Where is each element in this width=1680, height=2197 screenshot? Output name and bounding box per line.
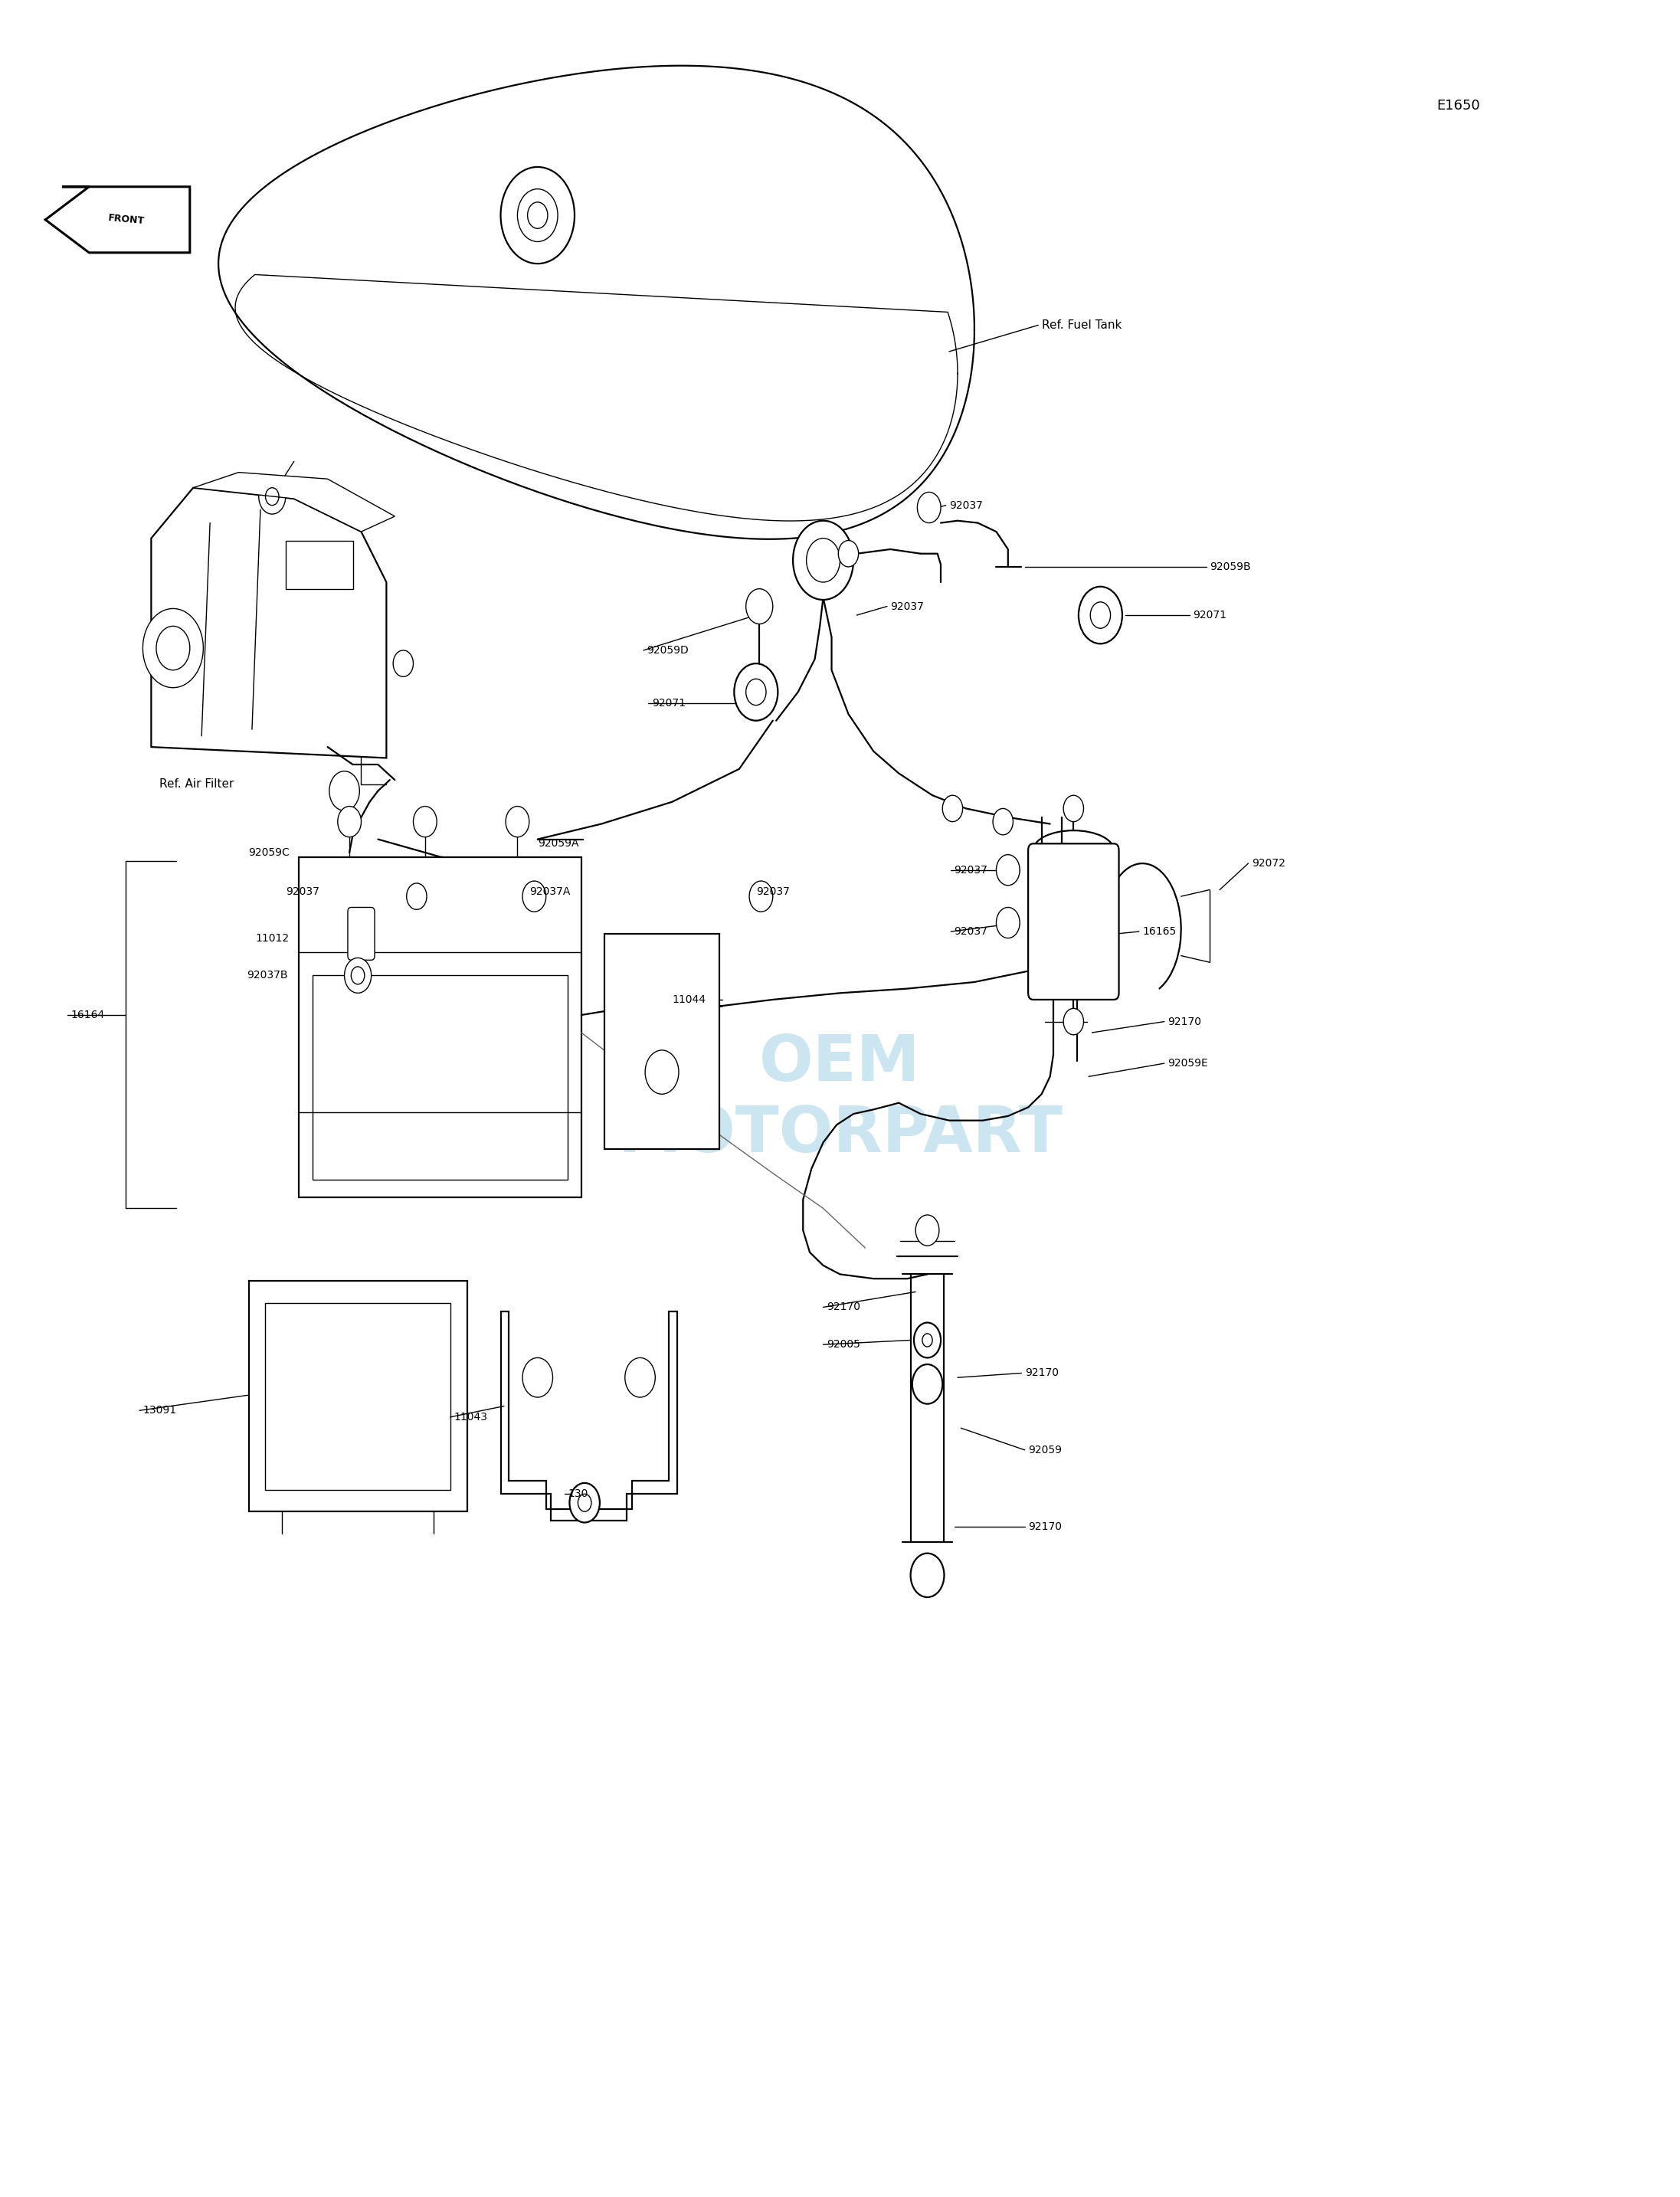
Circle shape — [506, 806, 529, 837]
Text: 130: 130 — [568, 1490, 588, 1498]
Text: 92037: 92037 — [954, 927, 988, 936]
Text: 92170: 92170 — [827, 1303, 860, 1312]
Text: 16164: 16164 — [71, 1011, 104, 1019]
Bar — [299, 857, 581, 1197]
Circle shape — [793, 521, 853, 600]
Circle shape — [501, 167, 575, 264]
Text: 92059E: 92059E — [1168, 1059, 1208, 1068]
Text: E1650: E1650 — [1436, 99, 1480, 112]
Text: Ref. Fuel Tank: Ref. Fuel Tank — [1042, 319, 1122, 332]
Text: 92037B: 92037B — [247, 971, 287, 980]
Text: 11044: 11044 — [672, 995, 706, 1004]
Circle shape — [1063, 795, 1084, 822]
Circle shape — [143, 609, 203, 688]
Polygon shape — [501, 1312, 677, 1520]
Circle shape — [734, 663, 778, 721]
Text: 11012: 11012 — [255, 934, 289, 943]
Text: 92170: 92170 — [1028, 1523, 1062, 1531]
Text: OEM
MOTORPART: OEM MOTORPART — [618, 1033, 1062, 1164]
Text: 92059C: 92059C — [249, 848, 291, 857]
Text: Ref. Air Filter: Ref. Air Filter — [160, 778, 234, 791]
Circle shape — [329, 771, 360, 811]
FancyBboxPatch shape — [348, 907, 375, 960]
Text: 92170: 92170 — [1168, 1017, 1201, 1026]
Circle shape — [344, 958, 371, 993]
Polygon shape — [193, 472, 395, 532]
Bar — [286, 540, 353, 589]
Text: 16165: 16165 — [1142, 927, 1176, 936]
Text: 92059D: 92059D — [647, 646, 689, 655]
Circle shape — [746, 589, 773, 624]
Circle shape — [413, 806, 437, 837]
Text: 92059A: 92059A — [538, 839, 578, 848]
Bar — [605, 934, 719, 1149]
Circle shape — [1079, 587, 1122, 644]
Circle shape — [570, 1483, 600, 1523]
Circle shape — [1063, 1008, 1084, 1035]
Text: 92072: 92072 — [1252, 859, 1285, 868]
Bar — [265, 1303, 450, 1490]
Text: 92059B: 92059B — [1210, 562, 1250, 571]
Circle shape — [517, 189, 558, 242]
Text: 92005: 92005 — [827, 1340, 860, 1349]
Circle shape — [942, 795, 963, 822]
Bar — [249, 1281, 467, 1512]
Polygon shape — [45, 187, 190, 253]
Circle shape — [916, 1215, 939, 1246]
Circle shape — [996, 855, 1020, 885]
Text: 92071: 92071 — [652, 699, 685, 707]
Text: 92037: 92037 — [286, 888, 319, 896]
Circle shape — [914, 1323, 941, 1358]
Text: 92037: 92037 — [954, 866, 988, 874]
Circle shape — [838, 540, 858, 567]
Polygon shape — [151, 488, 386, 758]
Circle shape — [749, 881, 773, 912]
Text: 92037A: 92037A — [529, 888, 570, 896]
Text: FRONT: FRONT — [108, 213, 144, 226]
Circle shape — [993, 808, 1013, 835]
Circle shape — [522, 881, 546, 912]
FancyBboxPatch shape — [1028, 844, 1119, 1000]
Circle shape — [996, 907, 1020, 938]
Circle shape — [917, 492, 941, 523]
Text: 92059: 92059 — [1028, 1446, 1062, 1454]
Text: 92170: 92170 — [1025, 1369, 1058, 1378]
Text: 92071: 92071 — [1193, 611, 1226, 620]
Circle shape — [407, 883, 427, 910]
Bar — [312, 975, 568, 1180]
Text: 92037: 92037 — [949, 501, 983, 510]
Text: 13091: 13091 — [143, 1406, 176, 1415]
Text: 92037: 92037 — [756, 888, 790, 896]
Circle shape — [338, 806, 361, 837]
Circle shape — [259, 479, 286, 514]
Text: 11043: 11043 — [454, 1413, 487, 1421]
Text: 92037: 92037 — [890, 602, 924, 611]
